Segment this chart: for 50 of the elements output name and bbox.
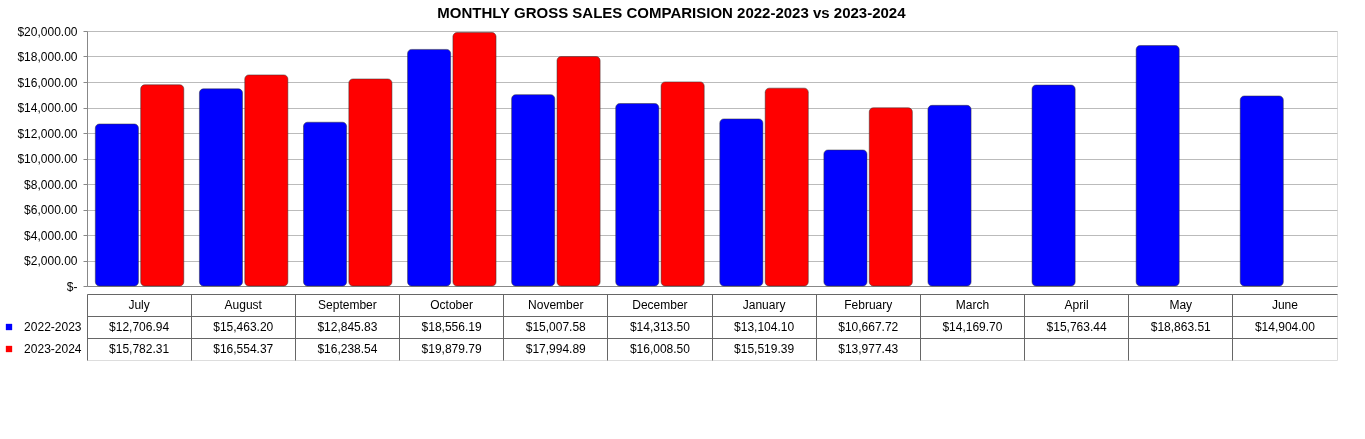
y-tick-label: $6,000.00 [24, 203, 78, 217]
bar [1031, 84, 1076, 287]
data-label: $16,554.37 [213, 342, 274, 356]
bar [927, 105, 972, 287]
x-tick-label: January [742, 298, 786, 312]
data-label: $17,994.89 [525, 342, 587, 356]
x-tick-label: December [632, 298, 688, 312]
data-label: $13,104.10 [734, 320, 795, 334]
data-label: $15,782.31 [109, 342, 170, 356]
y-tick-label: $14,000.00 [17, 101, 78, 115]
y-tick-label: $18,000.00 [17, 50, 78, 64]
data-label: $19,879.79 [421, 342, 482, 356]
y-tick-label: $12,000.00 [17, 126, 78, 141]
chart-title: MONTHLY GROSS SALES COMPARISION 2022-2023 vs 2023-2024 [437, 3, 907, 21]
data-label: $14,904.00 [1254, 320, 1316, 334]
data-label: $12,706.94 [109, 320, 170, 334]
x-tick-label: May [1169, 298, 1193, 312]
data-label: $14,169.70 [942, 320, 1003, 334]
y-tick-label: $2,000.00 [24, 254, 78, 268]
legend-label: 2022-2023 [24, 320, 82, 334]
x-tick-label: July [128, 298, 150, 312]
y-tick-label: $10,000.00 [17, 152, 78, 166]
y-tick-label: $8,000.00 [24, 177, 78, 192]
data-label: $15,463.20 [213, 320, 274, 334]
data-label: $15,519.39 [734, 342, 795, 356]
data-label: $18,863.51 [1150, 320, 1212, 334]
x-tick-label: February [844, 298, 893, 312]
y-tick-label: $- [66, 279, 78, 294]
y-tick-label: $16,000.00 [17, 75, 78, 90]
x-tick-label: November [528, 298, 584, 312]
data-label: $12,845.83 [317, 320, 378, 334]
x-tick-label: June [1271, 298, 1299, 312]
data-label: $14,313.50 [629, 320, 691, 334]
legend-label: 2023-2024 [24, 342, 82, 356]
x-tick-label: March [955, 298, 990, 312]
x-tick-label: August [224, 298, 263, 312]
x-tick-label: April [1064, 298, 1089, 312]
data-label: $18,556.19 [421, 320, 482, 334]
y-tick-label: $20,000.00 [17, 24, 78, 39]
data-label: $10,667.72 [838, 320, 899, 334]
data-label: $15,007.58 [525, 320, 587, 334]
data-label: $16,238.54 [317, 342, 378, 356]
data-label: $16,008.50 [629, 342, 691, 356]
y-tick-label: $4,000.00 [24, 228, 78, 243]
x-tick-label: October [430, 298, 473, 312]
bar [1135, 45, 1180, 287]
data-label: $15,763.44 [1046, 320, 1107, 334]
data-label: $13,977.43 [838, 342, 899, 356]
x-tick-label: September [318, 298, 377, 312]
bar [1239, 95, 1284, 287]
